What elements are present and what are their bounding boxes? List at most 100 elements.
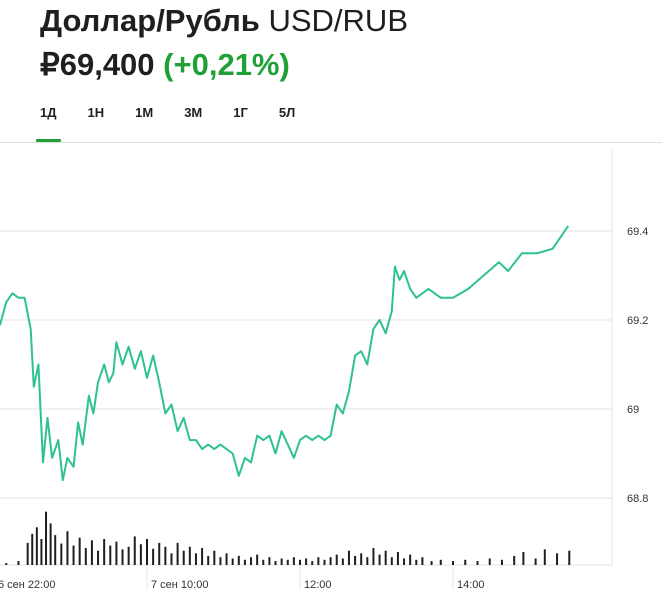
current-price: ₽69,400: [40, 47, 155, 82]
volume-bar: [500, 559, 503, 565]
instrument-header: Доллар/Рубль USD/RUB ₽69,400 (+0,21%): [40, 0, 650, 85]
volume-bar: [384, 550, 387, 565]
volume-bar: [488, 558, 491, 565]
instrument-ticker: USD/RUB: [268, 3, 408, 38]
volume-bar: [439, 559, 442, 565]
x-tick-label: 6 сен 22:00: [0, 579, 55, 591]
volume-bar: [274, 561, 277, 565]
tab-1m[interactable]: 1М: [135, 105, 154, 120]
volume-bar: [390, 557, 393, 565]
volume-bar: [256, 554, 259, 565]
volume-bar: [109, 545, 112, 565]
volume-bar: [170, 553, 173, 565]
volume-bar: [292, 557, 295, 565]
volume-bar: [372, 548, 375, 565]
volume-bar: [225, 553, 228, 565]
x-tick-label: 12:00: [304, 579, 332, 591]
volume-bar: [452, 561, 454, 565]
tab-1w[interactable]: 1Н: [87, 105, 105, 120]
volume-bar: [415, 559, 418, 565]
volume-bar: [262, 559, 265, 565]
volume-bar: [231, 558, 234, 565]
volume-bar: [268, 557, 271, 565]
volume-bar: [152, 548, 155, 565]
volume-bar: [243, 559, 246, 565]
volume-bar: [250, 557, 253, 565]
instrument-title: Доллар/Рубль USD/RUB: [40, 1, 650, 41]
volume-bar: [45, 511, 48, 565]
volume-bar: [35, 527, 38, 565]
volume-bar: [139, 544, 142, 565]
volume-bar: [121, 549, 124, 565]
x-tick-label: 7 сен 10:00: [151, 579, 208, 591]
volume-bar: [409, 554, 412, 565]
volume-bar: [90, 540, 93, 565]
volume-bar: [158, 542, 161, 565]
volume-bar: [66, 531, 69, 565]
instrument-name: Доллар/Рубль: [40, 3, 260, 38]
volume-bar: [323, 559, 326, 565]
volume-bar: [188, 546, 191, 565]
volume-bar: [464, 559, 467, 565]
volume-bar: [366, 557, 369, 565]
volume-bar: [534, 558, 537, 565]
volume-bar: [360, 553, 363, 565]
volume-bar: [430, 561, 433, 565]
tabs-divider: [0, 142, 662, 143]
volume-bar: [476, 561, 479, 565]
volume-bar: [219, 557, 222, 565]
volume-bar: [286, 559, 289, 565]
volume-bar: [280, 558, 283, 565]
volume-bar: [84, 548, 87, 565]
volume-bar: [115, 541, 118, 565]
volume-bar: [78, 537, 81, 565]
volume-bar: [26, 542, 29, 565]
volume-bar: [54, 535, 57, 565]
y-tick-label: 68.8: [627, 493, 648, 505]
volume-bar: [164, 546, 167, 565]
tab-1d[interactable]: 1Д: [36, 104, 61, 142]
price-change: (+0,21%): [163, 47, 290, 82]
volume-bar: [237, 555, 240, 565]
volume-bar: [543, 549, 546, 565]
volume-bar: [305, 558, 308, 565]
tab-3m[interactable]: 3М: [184, 105, 203, 120]
tab-1y[interactable]: 1Г: [233, 105, 248, 120]
volume-bar: [522, 552, 525, 565]
volume-bar: [347, 550, 350, 565]
volume-bar: [396, 552, 399, 565]
volume-bar: [49, 523, 52, 565]
volume-bar: [201, 548, 204, 565]
volume-bar: [299, 559, 301, 565]
y-tick-label: 69.2: [627, 315, 648, 327]
volume-bar: [31, 533, 34, 565]
price-row: ₽69,400 (+0,21%): [40, 45, 650, 85]
price-line: [0, 225, 569, 482]
volume-bar: [207, 555, 210, 565]
volume-bar: [341, 558, 344, 565]
volume-bar: [317, 557, 320, 565]
volume-bar: [421, 557, 424, 565]
volume-bar: [72, 545, 75, 565]
volume-bar: [329, 557, 332, 565]
volume-bar: [17, 561, 20, 565]
x-tick-label: 14:00: [457, 579, 485, 591]
volume-bar: [146, 539, 148, 565]
period-tabs: 1Д 1Н 1М 3М 1Г 5Л: [36, 104, 322, 142]
volume-bar: [354, 555, 357, 565]
volume-bar: [311, 561, 314, 565]
volume-bar: [60, 543, 63, 565]
volume-bar: [103, 539, 106, 565]
volume-bar: [182, 550, 185, 565]
tab-5y[interactable]: 5Л: [278, 105, 296, 120]
volume-bar: [213, 550, 216, 565]
volume-bar: [40, 539, 43, 565]
volume-bar: [5, 563, 8, 565]
volume-bar: [133, 536, 136, 565]
volume-bar: [97, 550, 100, 565]
volume-bar: [176, 542, 179, 565]
volume-bar: [194, 553, 197, 565]
volume-bar: [127, 546, 130, 565]
volume-bar: [378, 554, 381, 565]
